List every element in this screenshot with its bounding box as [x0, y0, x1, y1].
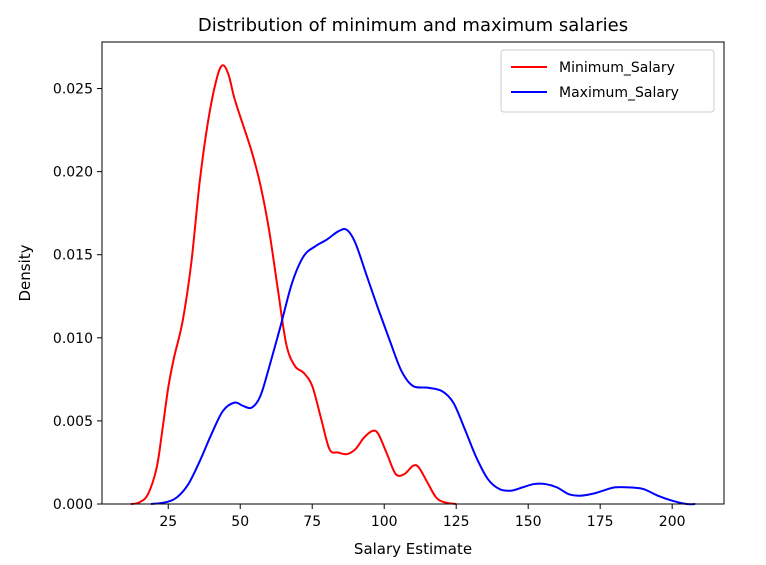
y-axis: 0.000 0.005 0.010 0.015 0.020 0.025 [53, 82, 102, 513]
x-tick-label: 175 [587, 514, 614, 530]
legend-label-minimum: Minimum_Salary [559, 60, 675, 76]
x-tick-label: 50 [231, 514, 249, 530]
series-line-maximum-salary [150, 227, 696, 506]
x-tick-label: 75 [303, 514, 321, 530]
x-axis-label: Salary Estimate [354, 540, 472, 558]
y-tick-label: 0.015 [53, 248, 93, 264]
y-tick-label: 0.025 [53, 82, 93, 98]
legend: Minimum_Salary Maximum_Salary [500, 49, 715, 113]
y-tick-label: 0.020 [53, 165, 93, 181]
x-tick-label: 125 [443, 514, 470, 530]
series-layer [130, 64, 696, 506]
y-tick-label: 0.010 [53, 331, 93, 347]
x-tick-label: 150 [515, 514, 542, 530]
x-tick-label: 100 [371, 514, 398, 530]
y-tick-label: 0.005 [53, 414, 93, 430]
legend-box [500, 49, 715, 113]
y-axis-label: Density [16, 244, 34, 301]
chart-title: Distribution of minimum and maximum sala… [198, 15, 628, 36]
y-tick-label: 0.000 [53, 497, 93, 513]
x-tick-label: 25 [159, 514, 177, 530]
x-axis: 25 50 75 100 125 150 175 200 [159, 504, 686, 530]
x-tick-label: 200 [659, 514, 686, 530]
legend-label-maximum: Maximum_Salary [559, 85, 679, 101]
plot-area-frame [101, 41, 725, 505]
series-line-minimum-salary [130, 64, 457, 505]
